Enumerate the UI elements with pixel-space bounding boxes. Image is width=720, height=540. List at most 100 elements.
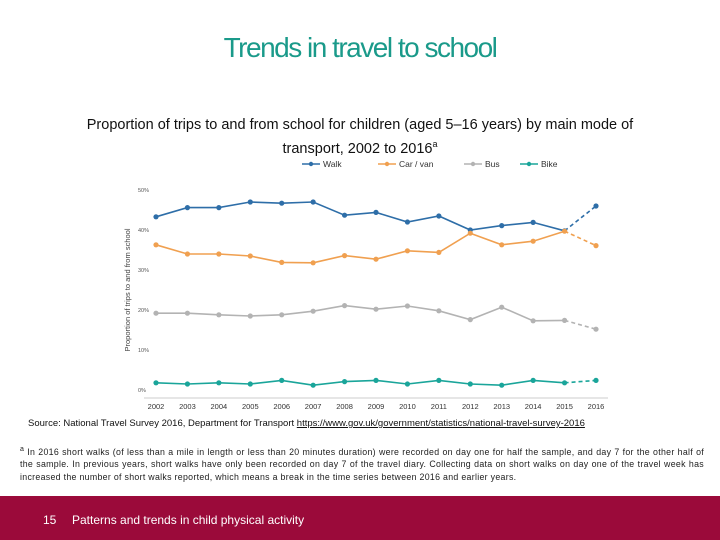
- legend-marker-2: [470, 161, 476, 167]
- data-point: [341, 303, 348, 309]
- data-point: [310, 260, 316, 266]
- series-dashed-segment-2: [564, 319, 597, 330]
- line-chart: Walk Car / van Bus Bike 0% 10% 20% 30% 40% 50% Pro…: [123, 159, 608, 411]
- footnote-text: In 2016 short walks (of less than a mile…: [20, 446, 705, 482]
- data-point: [436, 213, 442, 219]
- x-tick-label: 2014: [525, 402, 542, 411]
- legend-label-0: Walk: [323, 159, 342, 169]
- data-point: [561, 228, 568, 234]
- data-point: [373, 209, 379, 215]
- series-dashed-segment-0: [564, 205, 597, 232]
- series-line-0: [155, 201, 565, 232]
- data-point: [153, 310, 159, 316]
- series-dashed-segment-1: [564, 230, 597, 247]
- data-point: [184, 381, 191, 387]
- data-point: [216, 312, 222, 318]
- data-point: [373, 256, 379, 262]
- data-point: [216, 251, 222, 257]
- x-tick-label: 2004: [211, 402, 228, 411]
- data-point: [341, 212, 348, 218]
- data-point: [216, 380, 222, 386]
- data-point: [184, 205, 191, 211]
- data-point: [561, 317, 568, 323]
- data-point: [279, 259, 285, 265]
- data-point: [341, 379, 348, 385]
- data-point: [499, 382, 505, 388]
- data-point: [467, 381, 473, 387]
- data-point: [593, 326, 599, 332]
- data-point: [404, 248, 411, 254]
- y-tick-label: 20%: [138, 308, 149, 314]
- data-point: [499, 242, 505, 248]
- y-tick-label: 50%: [138, 188, 149, 194]
- data-point: [404, 381, 411, 387]
- data-point: [279, 377, 285, 383]
- series-line-3: [155, 379, 565, 387]
- footer-bar: 15 Patterns and trends in child physical…: [0, 496, 720, 540]
- series-line-2: [156, 304, 565, 322]
- data-point: [530, 377, 536, 383]
- data-point: [530, 318, 536, 324]
- x-tick-label: 2011: [431, 402, 447, 411]
- data-point: [436, 308, 442, 314]
- chart-title: Proportion of trips to and from school f…: [70, 116, 650, 159]
- data-point: [404, 219, 411, 225]
- data-point: [153, 214, 159, 220]
- legend-marker-1: [384, 161, 390, 167]
- x-tick-label: 2008: [336, 402, 353, 411]
- y-tick-label: 30%: [138, 268, 149, 274]
- data-point: [310, 308, 316, 314]
- x-tick-label: 2013: [493, 402, 510, 411]
- legend-marker-0: [308, 161, 314, 167]
- x-tick-label: 2005: [242, 402, 259, 411]
- data-point: [499, 223, 505, 229]
- slide-title: Trends in travel to school: [223, 32, 498, 63]
- data-point: [593, 203, 599, 209]
- source-note: Source: National Travel Survey 2016, Dep…: [28, 418, 708, 429]
- y-tick-label: 40%: [138, 228, 149, 234]
- data-point: [247, 313, 253, 319]
- data-point: [184, 251, 191, 257]
- series-dashed-segment-3: [564, 379, 597, 384]
- data-point: [216, 205, 222, 211]
- data-point: [530, 238, 536, 244]
- data-point: [373, 377, 379, 383]
- data-point: [404, 303, 411, 309]
- data-point: [593, 243, 599, 249]
- x-tick-label: 2007: [305, 402, 322, 411]
- data-point: [247, 381, 253, 387]
- legend-label-1: Car / van: [399, 159, 434, 169]
- chart-title-footnote-marker: a: [432, 139, 438, 149]
- x-tick-label: 2012: [462, 402, 479, 411]
- data-point: [341, 253, 348, 259]
- legend-label-3: Bike: [541, 159, 558, 169]
- data-point: [499, 304, 505, 310]
- x-tick-label: 2015: [556, 402, 573, 411]
- footnote: a In 2016 short walks (of less than a mi…: [20, 444, 704, 483]
- x-tick-label: 2006: [273, 402, 290, 411]
- data-point: [593, 377, 599, 383]
- x-tick-label: 2003: [179, 402, 196, 411]
- data-point: [436, 249, 442, 255]
- source-text: Source: National Travel Survey 2016, Dep…: [28, 418, 297, 429]
- x-tick-label: 2009: [368, 402, 385, 411]
- data-point: [279, 312, 285, 318]
- data-point: [153, 242, 159, 248]
- page-number: 15: [43, 513, 57, 527]
- data-point: [279, 200, 285, 206]
- data-point: [561, 380, 568, 386]
- legend-label-2: Bus: [485, 159, 500, 169]
- data-point: [153, 380, 159, 386]
- data-point: [310, 382, 316, 388]
- data-point: [184, 310, 191, 316]
- data-point: [310, 199, 316, 205]
- data-point: [530, 219, 536, 225]
- data-point: [467, 317, 473, 323]
- y-axis-label: Proportion of trips to and from school: [123, 228, 132, 351]
- x-tick-label: 2002: [148, 402, 165, 411]
- x-tick-label: 2016: [588, 402, 605, 411]
- y-tick-label: 0%: [138, 388, 146, 394]
- footnote-marker: a: [20, 446, 25, 453]
- series-line-1: [155, 230, 565, 264]
- source-link[interactable]: https://www.gov.uk/government/statistics…: [296, 418, 585, 429]
